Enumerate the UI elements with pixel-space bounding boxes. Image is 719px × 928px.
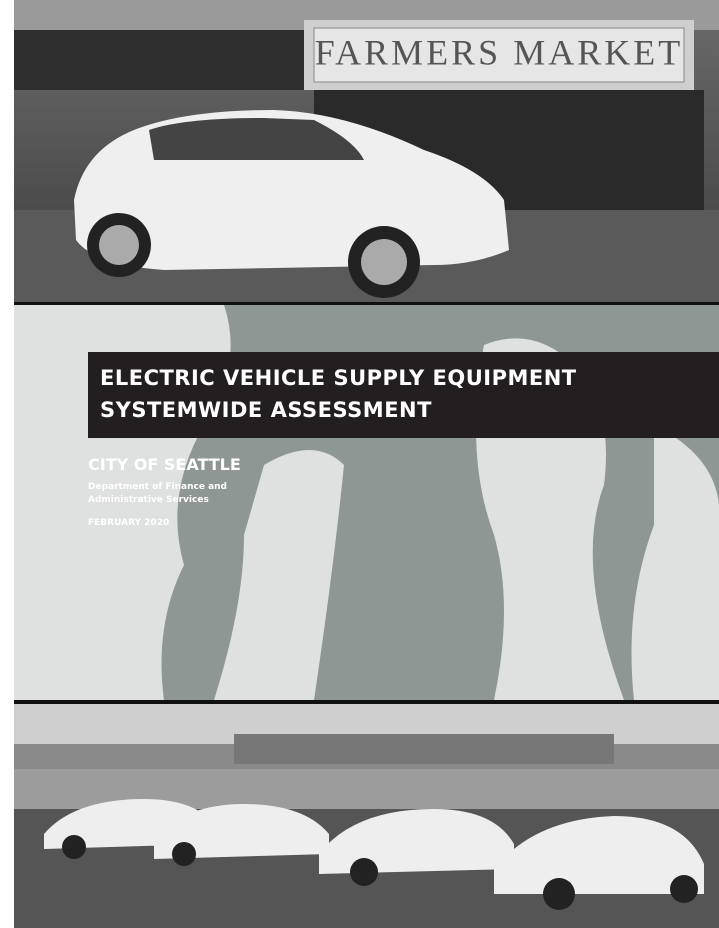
department-line: Department of Finance and [88,482,227,492]
title-line: ELECTRIC VEHICLE SUPPLY EQUIPMENT [100,366,577,390]
title-line: SYSTEMWIDE ASSESSMENT [100,398,432,422]
page: FARMERS MARKET ELECTRIC VEHICLE SUPPLY E… [0,0,719,928]
bottom-photo-art [14,704,719,928]
bottom-photo [14,704,719,928]
top-photo: FARMERS MARKET [14,0,719,302]
organization: CITY OF SEATTLE [88,455,241,474]
top-photo-art: FARMERS MARKET [14,0,719,302]
department-line: Administrative Services [88,495,209,505]
date: FEBRUARY 2020 [88,518,169,528]
market-sign: FARMERS MARKET [315,32,683,72]
title-box: ELECTRIC VEHICLE SUPPLY EQUIPMENT SYSTEM… [88,352,719,438]
